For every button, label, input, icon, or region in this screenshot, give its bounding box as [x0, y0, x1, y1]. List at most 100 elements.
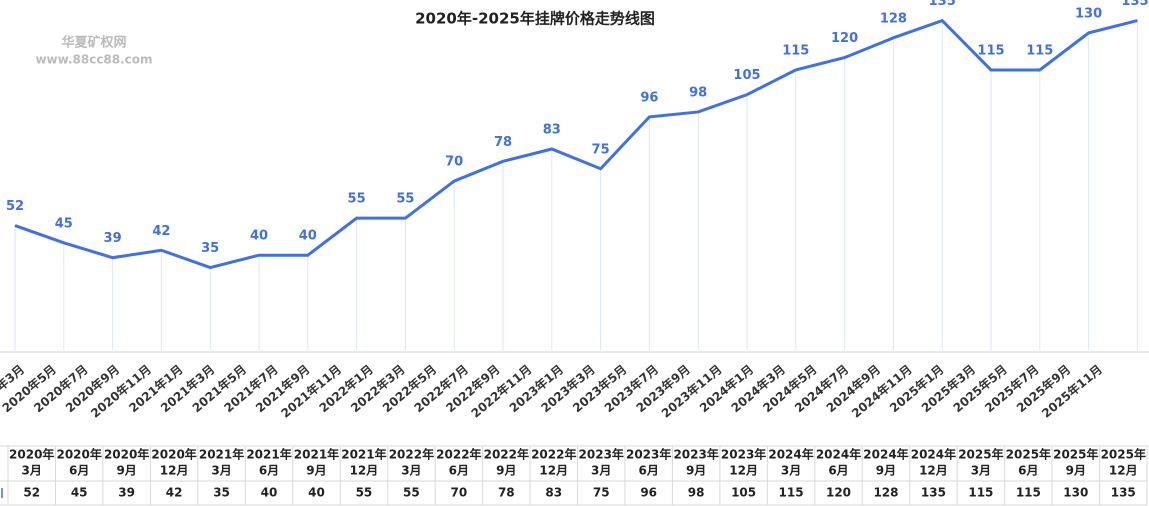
table-header-month: 12月 [729, 464, 758, 478]
table-header-year: 2025年 [958, 447, 1003, 462]
table-value: 120 [826, 486, 851, 500]
table-value: 75 [593, 486, 610, 500]
price-line [14, 18, 1138, 270]
data-label: 135 [1121, 0, 1148, 9]
table-value: 98 [688, 486, 705, 500]
data-label: 40 [299, 229, 317, 244]
table-header-month: 3月 [211, 464, 231, 478]
table-value: 52 [23, 486, 40, 500]
table-header-month: 9月 [686, 464, 706, 478]
table-header-month: 3月 [22, 464, 42, 478]
table-header-year: 2021年 [199, 447, 244, 462]
table-value: 40 [308, 486, 325, 500]
chart-title: 2020年-2025年挂牌价格走势线图 [415, 10, 655, 28]
table-value: 135 [1111, 486, 1136, 500]
data-label: 55 [396, 192, 414, 207]
table-value: 39 [118, 486, 135, 500]
table-header-month: 9月 [116, 464, 136, 478]
data-label: 130 [1075, 6, 1102, 21]
watermark-name: 华夏矿权网 [61, 35, 126, 51]
table-header-month: 6月 [449, 464, 469, 478]
table-header-year: 2021年 [341, 447, 386, 462]
data-label: 52 [6, 199, 24, 214]
data-label: 35 [201, 241, 219, 256]
table-header-month: 6月 [259, 464, 279, 478]
table-header-year: 2024年 [863, 447, 908, 462]
table-header-month: 6月 [828, 464, 848, 478]
table-header-year: 2025年 [1053, 447, 1098, 462]
data-label: 98 [689, 85, 707, 100]
data-label: 115 [977, 43, 1004, 58]
data-label: 128 [880, 11, 907, 26]
table-header-year: 2021年 [294, 447, 339, 462]
data-label: 135 [929, 0, 956, 9]
table-header-year: 2024年 [768, 447, 813, 462]
table-header-year: 2025年 [1006, 447, 1051, 462]
table-header-month: 6月 [639, 464, 659, 478]
table-value: 42 [166, 486, 183, 500]
table-value: 115 [968, 486, 993, 500]
table-value: 45 [71, 486, 88, 500]
table-header-month: 3月 [971, 464, 991, 478]
table-header-month: 6月 [69, 464, 89, 478]
table-value: 115 [1016, 486, 1041, 500]
table-value: 35 [213, 486, 230, 500]
table-header-year: 2024年 [816, 447, 861, 462]
table-header-month: 12月 [1109, 464, 1138, 478]
table-value: 105 [731, 486, 756, 500]
table-header-year: 2023年 [673, 447, 718, 462]
table-value: 55 [356, 486, 373, 500]
table-header-month: 12月 [539, 464, 568, 478]
table-header-month: 9月 [876, 464, 896, 478]
table-header-year: 2022年 [484, 447, 529, 462]
data-label: 55 [348, 192, 366, 207]
table-header-month: 9月 [1066, 464, 1086, 478]
data-label: 83 [543, 122, 561, 137]
table-header-month: 3月 [401, 464, 421, 478]
data-label: 75 [592, 142, 610, 157]
table-header-year: 2020年 [151, 447, 196, 462]
table-value: 96 [640, 486, 657, 500]
table-header-year: 2020年 [104, 447, 149, 462]
watermark-url: www.88cc88.com [35, 53, 152, 67]
table-header-month: 6月 [1018, 464, 1038, 478]
table-header-year: 2024年 [911, 447, 956, 462]
data-label: 115 [782, 43, 809, 58]
table-value: 83 [545, 486, 562, 500]
table-value: 55 [403, 486, 420, 500]
data-label: 115 [1026, 43, 1053, 58]
table-header-year: 2020年 [9, 447, 54, 462]
data-label: 40 [250, 229, 268, 244]
data-label: 39 [104, 231, 122, 246]
table-header-year: 2023年 [626, 447, 671, 462]
table-header-month: 9月 [496, 464, 516, 478]
data-label: 70 [445, 155, 463, 170]
table-value: 78 [498, 486, 515, 500]
table-header-month: 3月 [591, 464, 611, 478]
data-label: 96 [640, 90, 658, 105]
table-header-year: 2022年 [436, 447, 481, 462]
table-header-year: 2025年 [1101, 447, 1146, 462]
data-label: 45 [55, 216, 73, 231]
table-value: 128 [873, 486, 898, 500]
table-value: 130 [1063, 486, 1088, 500]
data-label: 42 [152, 224, 170, 239]
table-value: 40 [261, 486, 278, 500]
table-header-year: 2022年 [389, 447, 434, 462]
table-header-year: 2022年 [531, 447, 576, 462]
table-header-year: 2021年 [246, 447, 291, 462]
table-value: 135 [921, 486, 946, 500]
table-header-month: 12月 [160, 464, 189, 478]
table-header-year: 2023年 [579, 447, 624, 462]
table-header-year: 2023年 [721, 447, 766, 462]
table-header-month: 12月 [919, 464, 948, 478]
data-label: 120 [831, 31, 858, 46]
table-header-month: 9月 [306, 464, 326, 478]
data-label: 78 [494, 135, 512, 150]
table-value: 70 [451, 486, 468, 500]
table-header-year: 2020年 [56, 447, 101, 462]
table-header-month: 12月 [350, 464, 379, 478]
table-header-month: 3月 [781, 464, 801, 478]
data-label: 105 [733, 68, 760, 83]
